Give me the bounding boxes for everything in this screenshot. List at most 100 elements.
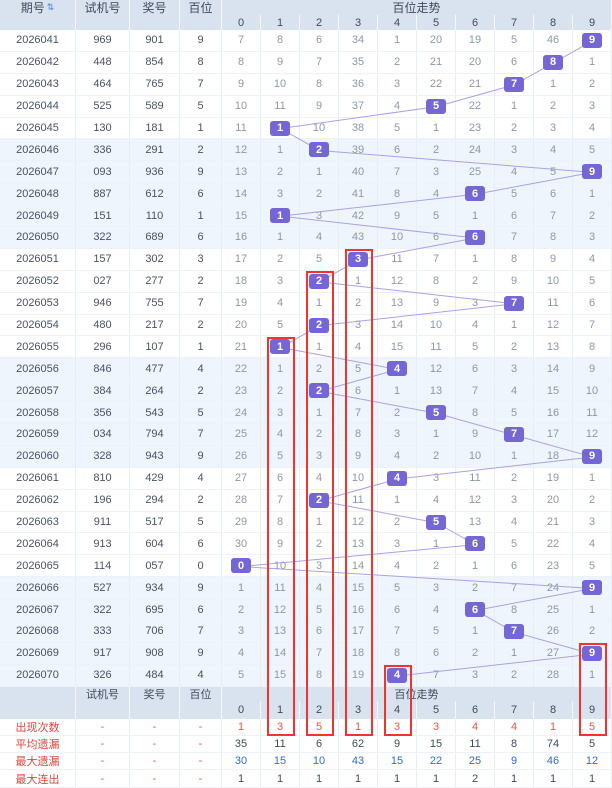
trend-miss-cell: 13 — [261, 621, 300, 642]
trend-miss-cell: 40 — [339, 161, 378, 183]
hundreds-digit-cell: 3 — [180, 248, 222, 270]
summary-dash: - — [76, 770, 130, 787]
trend-miss-cell: 1 — [573, 599, 612, 621]
trend-miss-cell: 12 — [261, 599, 300, 621]
spacer-cell — [0, 700, 76, 719]
trend-miss-cell: 5 — [261, 445, 300, 467]
table-row: 2026049 151 110 1 15 1 3 42 9 5 1 6 7 2 — [0, 205, 612, 228]
trend-miss-cell: 8 — [261, 511, 300, 533]
issue-cell: 2026068 — [0, 621, 76, 642]
trend-miss-cell: 9 — [495, 270, 534, 292]
trend-miss-cell: 4 — [300, 467, 339, 489]
trend-miss-cell: 4 — [534, 139, 573, 161]
spacer-cell — [76, 15, 130, 30]
summary-value: 10 — [300, 753, 339, 770]
test-number-cell: 480 — [76, 314, 130, 336]
hundreds-digit-cell: 5 — [180, 402, 222, 424]
hit-number-badge: 8 — [543, 54, 563, 70]
trend-miss-cell: 12 — [573, 424, 612, 445]
summary-value: 11 — [261, 735, 300, 753]
prize-number-cell: 943 — [130, 445, 180, 467]
trend-miss-cell: 4 — [300, 577, 339, 599]
trend-miss-cell: 2 — [300, 533, 339, 555]
summary-value: 9 — [378, 735, 417, 753]
trend-miss-cell: 3 — [495, 139, 534, 161]
table-row: 2026044 525 589 5 10 11 9 37 4 5 22 1 2 3 — [0, 95, 612, 118]
test-number-cell: 448 — [76, 51, 130, 73]
trend-miss-cell: 4 — [495, 161, 534, 183]
issue-cell: 2026062 — [0, 489, 76, 511]
trend-miss-cell: 5 — [300, 248, 339, 270]
issue-cell: 2026052 — [0, 270, 76, 292]
trend-hit-cell: 7 — [495, 292, 534, 314]
summary-value: 1 — [378, 770, 417, 787]
trend-miss-cell: 3 — [300, 555, 339, 577]
trend-miss-cell: 1 — [339, 270, 378, 292]
trend-miss-cell: 22 — [417, 73, 456, 95]
trend-miss-cell: 10 — [378, 227, 417, 248]
hundreds-digit-cell: 6 — [180, 227, 222, 248]
summary-value: 1 — [222, 718, 261, 735]
issue-column-header[interactable]: 期号 ⇅ — [0, 0, 76, 15]
prize-number-cell: 901 — [130, 30, 180, 51]
trend-miss-cell: 2 — [417, 555, 456, 577]
table-row: 2026055 296 107 1 21 1 1 4 15 11 5 2 13 8 — [0, 336, 612, 359]
trend-miss-cell: 38 — [339, 117, 378, 139]
trend-miss-cell: 4 — [378, 95, 417, 117]
trend-miss-cell: 2 — [573, 621, 612, 642]
trend-digit-header: 8 — [534, 15, 573, 30]
prize-number-cell: 107 — [130, 336, 180, 358]
test-number-cell: 356 — [76, 402, 130, 424]
prize-number-cell: 854 — [130, 51, 180, 73]
test-number-cell: 322 — [76, 227, 130, 248]
hit-number-badge: 4 — [387, 361, 407, 377]
summary-value: 4 — [456, 718, 495, 735]
trend-miss-cell: 3 — [378, 73, 417, 95]
trend-miss-cell: 14 — [534, 358, 573, 380]
hit-number-badge: 2 — [309, 492, 329, 508]
trend-miss-cell: 18 — [222, 270, 261, 292]
summary-value: 15 — [261, 753, 300, 770]
test-number-cell: 333 — [76, 621, 130, 642]
summary-dash: - — [76, 735, 130, 753]
trend-digit-header: 9 — [573, 15, 612, 30]
trend-miss-cell: 10 — [261, 73, 300, 95]
trend-miss-cell: 7 — [339, 402, 378, 424]
trend-miss-cell: 21 — [222, 336, 261, 358]
issue-cell: 2026051 — [0, 248, 76, 270]
trend-miss-cell: 12 — [417, 358, 456, 380]
summary-label: 平均遗漏 — [0, 735, 76, 753]
summary-value: 3 — [378, 718, 417, 735]
test-number-cell: 527 — [76, 577, 130, 599]
test-number-cell: 969 — [76, 30, 130, 51]
hit-number-badge: 6 — [465, 602, 485, 618]
summary-value: 1 — [417, 770, 456, 787]
trend-miss-cell: 4 — [300, 227, 339, 248]
trend-hit-cell: 9 — [573, 577, 612, 599]
trend-miss-cell: 5 — [534, 161, 573, 183]
table-row: 2026043 464 765 7 9 10 8 36 3 22 21 7 1 2 — [0, 73, 612, 96]
sort-icon[interactable]: ⇅ — [46, 2, 55, 12]
issue-cell: 2026066 — [0, 577, 76, 599]
issue-cell: 2026067 — [0, 599, 76, 621]
test-number-cell: 336 — [76, 139, 130, 161]
trend-miss-cell: 6 — [300, 30, 339, 51]
trend-digit-header: 6 — [456, 15, 495, 30]
hit-number-badge: 1 — [270, 120, 290, 136]
trend-miss-cell: 5 — [417, 621, 456, 642]
trend-miss-cell: 1 — [261, 227, 300, 248]
trend-digit-header: 9 — [573, 700, 612, 719]
trend-miss-cell: 17 — [222, 248, 261, 270]
test-number-cell: 384 — [76, 380, 130, 402]
summary-value: 3 — [261, 718, 300, 735]
trend-miss-cell: 3 — [573, 95, 612, 117]
trend-miss-cell: 6 — [534, 183, 573, 205]
trend-miss-cell: 27 — [534, 642, 573, 664]
trend-miss-cell: 24 — [456, 139, 495, 161]
trend-miss-cell: 6 — [261, 467, 300, 489]
trend-miss-cell: 4 — [456, 314, 495, 336]
trend-miss-cell: 25 — [456, 161, 495, 183]
trend-hit-cell: 4 — [378, 664, 417, 686]
trend-miss-cell: 10 — [534, 270, 573, 292]
issue-cell: 2026060 — [0, 445, 76, 467]
